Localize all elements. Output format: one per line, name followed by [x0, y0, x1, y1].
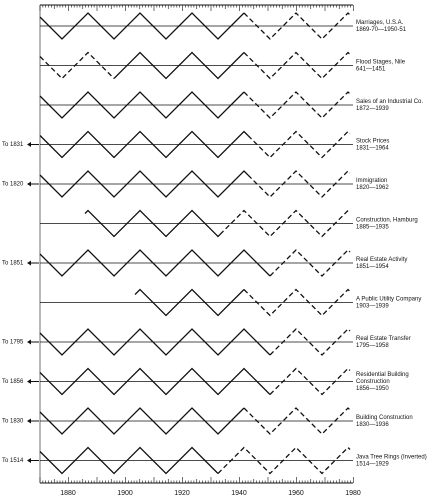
cycle-dashed [269, 367, 351, 396]
row-label: 1872—1939 [356, 106, 389, 112]
cycle-dashed [243, 12, 351, 40]
arrow-head [27, 458, 31, 463]
x-tick-label: 1920 [174, 490, 190, 497]
row-label: 1831—1964 [356, 146, 389, 152]
cycle-dashed [243, 288, 351, 317]
x-tick-label: 1880 [60, 490, 76, 497]
cycle-dashed [39, 51, 115, 80]
left-label: To 1795 [2, 340, 24, 346]
cycle-solid [84, 209, 221, 238]
row-label: Construction, Hamburg [356, 218, 418, 224]
row-label: 1795—1958 [356, 343, 389, 349]
row-label: Residential Building [356, 372, 409, 378]
cycle-solid [39, 170, 249, 198]
row-label: 1514—1929 [356, 462, 389, 468]
row-label: Java Tree Rings (Inverted) [356, 455, 427, 461]
cycle-dashed [217, 446, 351, 475]
cycle-dashed [243, 407, 351, 435]
arrow-head [27, 181, 31, 187]
cycle-solid [39, 130, 249, 159]
arrow-head [27, 418, 31, 424]
arrow-head [27, 379, 31, 384]
left-label: To 1831 [2, 142, 24, 148]
cycle-dashed [247, 130, 351, 159]
row-label: Flood Stages, Nile [356, 60, 406, 66]
arrow-head [27, 339, 31, 345]
x-tick-label: 1980 [345, 490, 361, 497]
cycle-solid [39, 446, 219, 475]
row-label: Real Estate Transfer [356, 336, 411, 342]
cycle-solid [39, 367, 271, 396]
row-label: A Public Utility Company [356, 297, 421, 303]
cycle-dashed [269, 328, 351, 356]
cycle-solid [39, 12, 245, 40]
x-tick-label: 1960 [288, 490, 304, 497]
cycle-solid [39, 407, 245, 435]
row-label: Sales of an Industrial Co. [356, 99, 423, 105]
left-label: To 1514 [2, 458, 24, 464]
cycle-solid [113, 51, 245, 80]
left-label: To 1856 [2, 379, 24, 385]
arrow-head [27, 260, 31, 266]
left-label: To 1851 [2, 261, 24, 267]
row-label: 1869-70—1950-51 [356, 27, 407, 33]
cycle-solid [39, 91, 245, 119]
x-tick-label: 1900 [117, 490, 133, 497]
row-label: Construction [356, 379, 390, 385]
cycle-dashed [247, 170, 351, 198]
cycle-solid [39, 249, 271, 277]
row-label: Building Construction [356, 415, 413, 421]
cycle-dashed [243, 91, 351, 119]
cycle-dashed [243, 51, 351, 80]
row-label: 1851—1954 [356, 264, 389, 270]
cycle-dashed [219, 209, 351, 238]
row-label: 641—1451 [356, 67, 386, 73]
left-label: To 1820 [2, 182, 24, 188]
left-label: To 1830 [2, 419, 24, 425]
row-label: 1820—1962 [356, 185, 389, 191]
x-tick-label: 1940 [231, 490, 247, 497]
cycle-solid [39, 328, 271, 356]
row-label: Stock Prices [356, 139, 389, 145]
row-label: Marriages, U.S.A. [356, 20, 404, 26]
cycle-solid [134, 288, 245, 317]
row-label: 1830—1936 [356, 422, 389, 428]
row-label: 1856—1950 [356, 386, 389, 392]
arrow-head [27, 142, 31, 147]
cycle-dashed [269, 249, 351, 277]
row-label: 1885—1935 [356, 225, 389, 231]
row-label: Real Estate Activity [356, 257, 407, 263]
row-label: 1903—1939 [356, 304, 389, 310]
row-label: Immigration [356, 178, 387, 184]
